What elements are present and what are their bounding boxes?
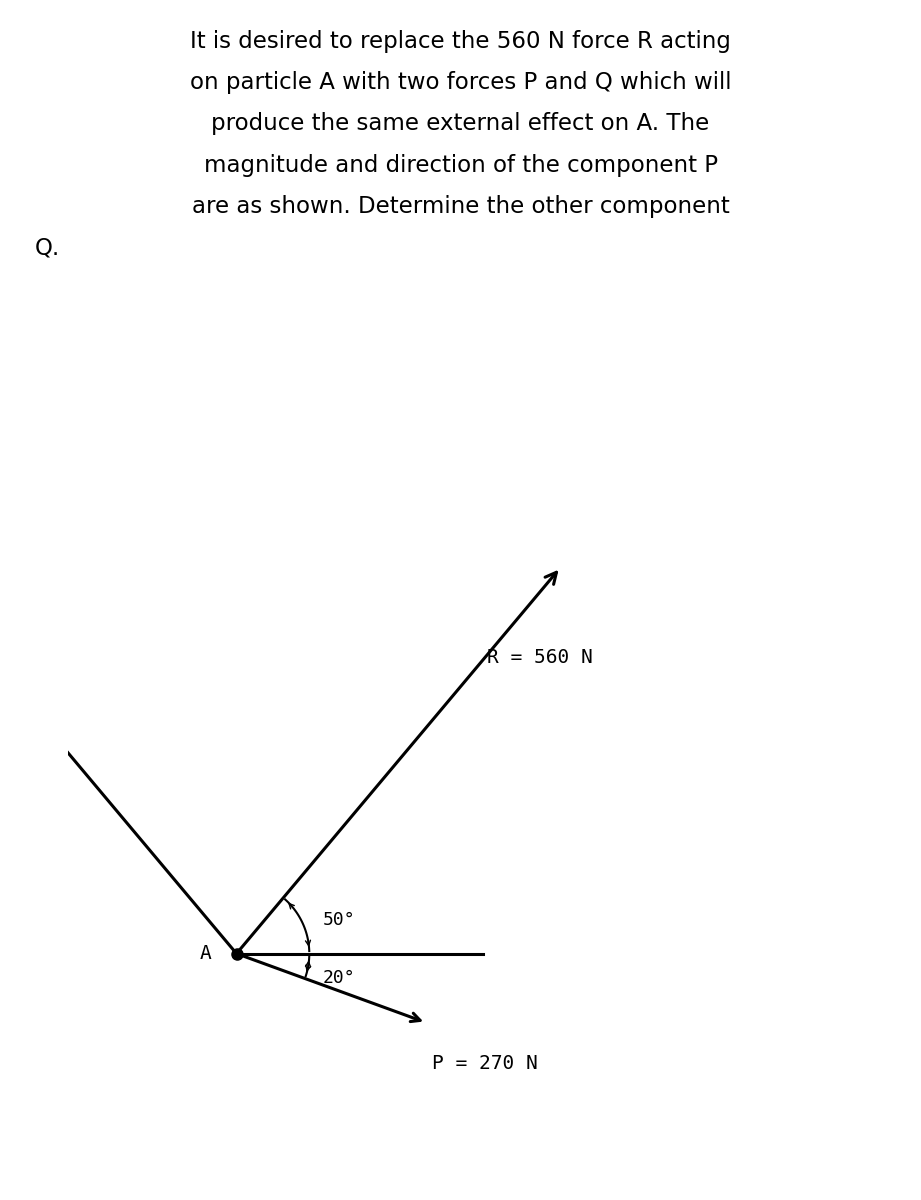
Text: P = 270 N: P = 270 N: [432, 1054, 537, 1073]
Text: 50°: 50°: [322, 911, 356, 929]
Text: It is desired to replace the 560 N force R acting: It is desired to replace the 560 N force…: [190, 30, 731, 53]
Text: are as shown. Determine the other component: are as shown. Determine the other compon…: [192, 194, 729, 218]
Text: A: A: [200, 944, 212, 964]
Text: Q.: Q.: [35, 236, 60, 259]
Text: produce the same external effect on A. The: produce the same external effect on A. T…: [212, 113, 709, 136]
Text: 20°: 20°: [322, 970, 356, 988]
Text: on particle A with two forces P and Q which will: on particle A with two forces P and Q wh…: [190, 71, 731, 95]
Text: magnitude and direction of the component P: magnitude and direction of the component…: [204, 154, 717, 176]
Text: R = 560 N: R = 560 N: [486, 648, 592, 667]
